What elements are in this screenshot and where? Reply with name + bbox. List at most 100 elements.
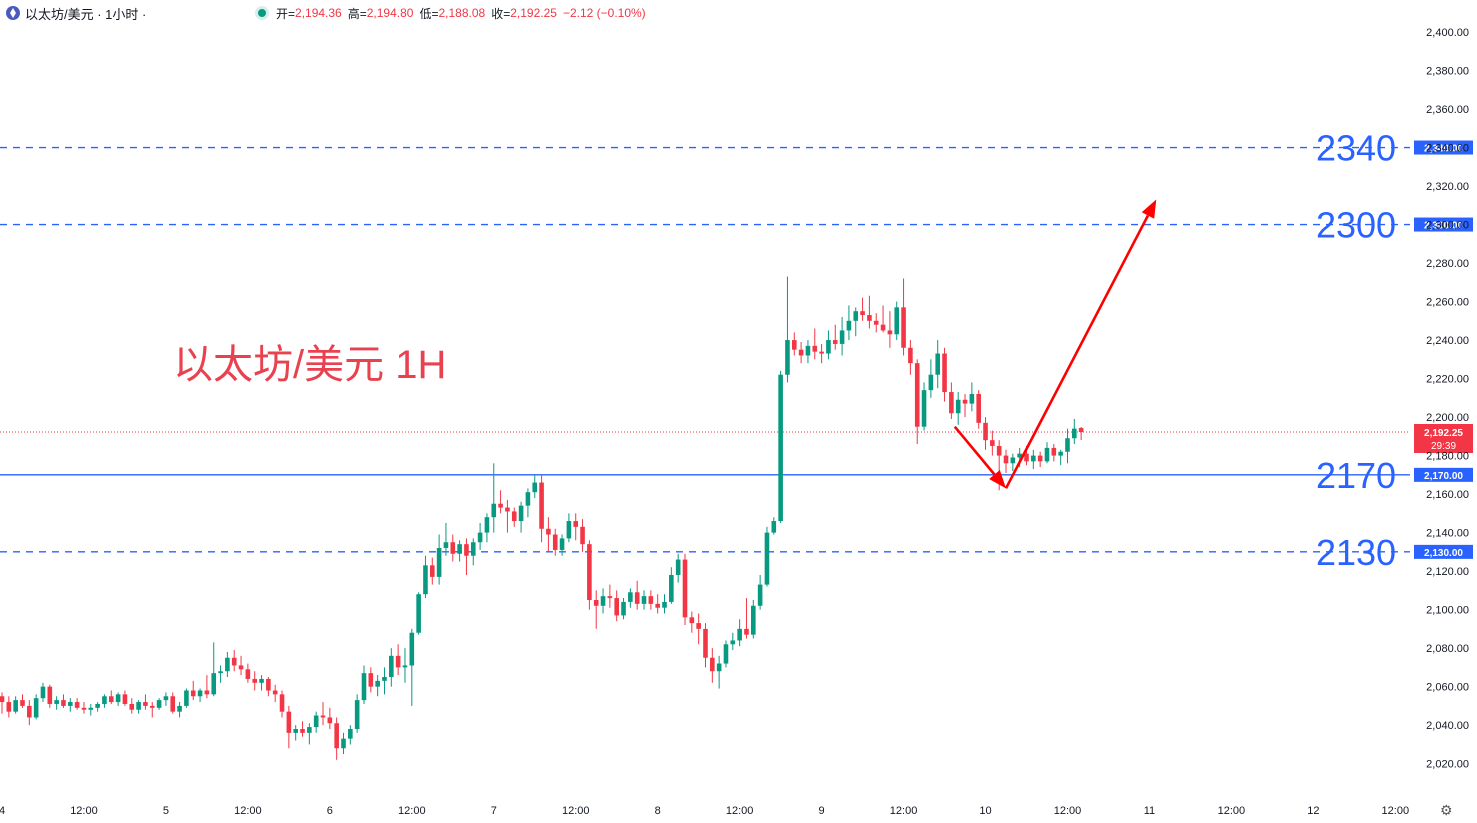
candle-body [976,393,981,423]
y-tick-label: 2,400.00 [1426,27,1469,39]
candle-body [566,521,572,539]
candle-body [593,599,599,606]
candle-body [511,511,517,522]
candle-body [211,673,217,695]
candle-body [225,657,230,672]
symbol-header[interactable]: 以太坊/美元 · 1小时 · [6,4,146,22]
candle-body [757,584,763,606]
candle-body [0,696,5,703]
candle-body [204,690,210,695]
candle-body [935,353,941,375]
candle-body [88,707,94,710]
candle-body [614,598,619,616]
x-tick-label: 12:00 [562,805,590,817]
y-tick-label: 2,300.00 [1426,220,1469,232]
candle-body [921,390,927,427]
candle-body [122,694,128,704]
x-tick-label: 12:00 [890,805,918,817]
candle-body [539,482,544,529]
price-axis[interactable]: 2,020.00 2,040.00 2,060.00 2,080.00 2,100.00… [1426,27,1469,771]
candle-body [436,548,442,577]
level-axis-badge [1414,544,1473,559]
market-status-icon [258,9,266,17]
ohlc-legend: 开= 2,194.36 高= 2,194.80 低= 2,188.08 收= 2,192… [258,4,652,22]
candle-body [716,663,722,672]
candle-body [928,374,934,391]
candle-body [669,574,674,602]
candle-body [313,715,319,728]
open-value: 2,194.36 [295,6,342,20]
countdown-label: 29:39 [1431,441,1456,452]
candle-body [1003,455,1009,464]
level-label: 2170 [1316,455,1396,496]
levels-layer: 2340 2,340.00 2300 2,300.00 2170 2,170.00 2130… [0,128,1473,573]
candle-body [443,542,449,549]
candle-body [177,705,182,712]
candle-body [552,534,558,550]
ethereum-icon [6,6,20,20]
settings-gear-icon[interactable]: ⚙ [1440,802,1453,818]
candle-body [375,680,380,687]
time-axis[interactable]: 4 12:00 5 12:00 6 12:00 7 12:00 8 12:00 9 12:00 10 12… [0,805,1409,817]
x-tick-label: 4 [0,805,5,817]
current-price-label: 2,192.25 [1424,428,1463,439]
x-tick-label: 5 [163,805,169,817]
candle-body [348,729,353,739]
candle-body [327,717,333,724]
candle-body [983,422,988,441]
candle-body [47,686,53,704]
candle-body [798,349,804,356]
candle-body [320,715,326,718]
forecast-arrow-head [989,470,1007,489]
candle-body [129,703,135,710]
candle-body [218,671,223,674]
candle-body [1024,453,1029,462]
x-tick-label: 12:00 [1054,805,1082,817]
x-tick-label: 10 [979,805,991,817]
candle-body [279,694,285,712]
candle-body [156,700,162,708]
change-value: −2.12 (−0.10%) [562,6,646,20]
candle-body [470,542,476,556]
candle-body [853,311,859,321]
candle-body [389,655,394,678]
y-tick-label: 2,380.00 [1426,66,1469,78]
candle-body [648,596,654,604]
forecast-arrow-line [953,425,996,476]
y-tick-label: 2,200.00 [1426,412,1469,424]
candle-body [416,594,421,633]
candle-body [149,705,155,708]
candle-body [1058,451,1063,456]
candle-body [518,505,524,522]
candle-body [361,673,367,701]
candle-body [908,347,913,364]
candle-body [266,678,271,691]
candle-body [68,702,73,706]
candle-body [136,702,141,710]
candle-body [491,503,497,518]
y-tick-label: 2,320.00 [1426,181,1469,193]
candle-body [880,324,886,331]
candle-body [778,374,783,522]
y-tick-label: 2,040.00 [1426,720,1469,732]
candle-body [395,655,401,668]
candle-body [949,392,954,414]
x-tick-label: 12:00 [1382,805,1410,817]
candle-body [108,696,114,703]
candle-body [703,628,708,658]
candle-body [252,678,258,683]
candle-body [307,727,312,733]
candle-body [764,532,770,585]
candle-body [259,678,264,683]
candle-body [990,440,995,446]
level-axis-badge [1414,467,1473,482]
candle-body [61,700,66,706]
chart-title: 以太坊/美元 1H [173,343,446,387]
candles-layer [0,276,1084,760]
arrows-layer [953,199,1157,489]
candle-body [197,690,203,697]
y-tick-label: 2,180.00 [1426,451,1469,463]
forecast-arrow-head [1141,199,1157,219]
candle-body [143,702,148,706]
